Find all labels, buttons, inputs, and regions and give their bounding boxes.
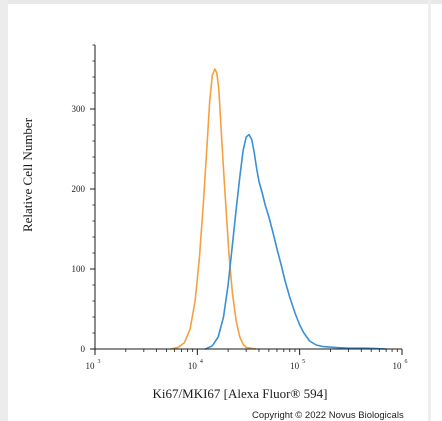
copyright-notice: Copyright © 2022 Novus Biologicals bbox=[252, 410, 404, 421]
frame-border-left bbox=[0, 0, 8, 421]
y-axis-title: Relative Cell Number bbox=[20, 117, 35, 233]
x-tick-exponent: 3 bbox=[98, 359, 101, 365]
x-tick-label: 10 bbox=[86, 361, 96, 371]
x-tick-label: 10 bbox=[393, 361, 403, 371]
x-tick-label: 10 bbox=[290, 361, 300, 371]
x-tick-exponent: 5 bbox=[302, 359, 305, 365]
x-tick-label: 10 bbox=[188, 361, 198, 371]
frame-border-right bbox=[428, 0, 431, 421]
x-axis-ticks: 10 3 10 4 10 5 10 6 bbox=[86, 349, 408, 371]
x-tick-exponent: 4 bbox=[200, 359, 203, 365]
histogram-series-line-1 bbox=[170, 68, 257, 350]
y-axis-ticks: 0 100 200 300 bbox=[72, 44, 95, 354]
y-tick-label: 300 bbox=[72, 104, 86, 114]
x-axis-title: Ki67/MKI67 [Alexa Fluor® 594] bbox=[152, 386, 328, 401]
y-tick-label: 200 bbox=[72, 184, 86, 194]
y-tick-label: 100 bbox=[72, 264, 86, 274]
series-layer bbox=[170, 68, 387, 350]
y-tick-label: 0 bbox=[81, 344, 86, 354]
x-tick-exponent: 6 bbox=[405, 359, 408, 365]
histogram-series-line-2 bbox=[204, 133, 387, 350]
frame-border-top bbox=[0, 0, 442, 4]
